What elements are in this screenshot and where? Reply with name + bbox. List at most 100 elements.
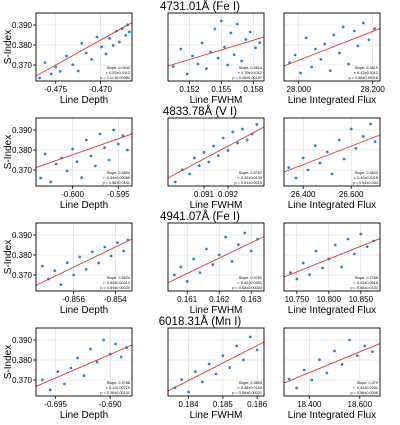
fit-stats-text: Slope: 0.3786 (107, 381, 130, 385)
data-point (221, 354, 225, 357)
data-point (124, 34, 128, 37)
data-point (43, 61, 47, 64)
fit-stats-text: Slope: 0.3780 (239, 276, 262, 280)
data-point (314, 47, 317, 51)
data-point (255, 123, 259, 126)
data-point (80, 42, 84, 45)
data-point (207, 160, 211, 164)
fit-stats-text: Slope: 0.3768 (355, 276, 378, 280)
data-point (173, 180, 177, 184)
data-point (188, 172, 192, 176)
data-point (179, 47, 183, 51)
y-tick-label: 0.380 (12, 356, 33, 365)
data-point (294, 176, 298, 180)
data-point (207, 362, 211, 366)
data-point (54, 162, 58, 166)
fit-stats-text: r: 0.48±0.0153 (238, 386, 262, 390)
data-point (95, 35, 99, 39)
plot-frame (35, 327, 133, 397)
data-point (347, 62, 350, 66)
fit-stats-text: r: 0.44±0.0252 (354, 386, 378, 390)
y-axis-label: S-Index (3, 30, 14, 64)
data-point (342, 157, 346, 161)
regression-line (283, 28, 381, 67)
x-tick-label: 28.000 (287, 85, 312, 94)
row-title: 4731.01Å (Fe I) (160, 0, 240, 13)
data-point (109, 254, 113, 258)
fit-stats-text: p = 0.1×10.00384 (100, 76, 130, 80)
fit-stats-text: r: 0.1x0.00720 (106, 386, 130, 390)
x-tick-label: -0.695 (44, 400, 67, 409)
regression-line (35, 238, 133, 286)
data-point (116, 142, 120, 146)
data-point (340, 363, 344, 366)
data-point (90, 250, 94, 254)
x-tick-label: 26.400 (291, 190, 316, 199)
x-axis-label: Line Integrated Flux (288, 200, 376, 211)
data-point (325, 371, 329, 375)
data-point (43, 152, 47, 156)
data-point (111, 44, 115, 47)
data-point (63, 382, 66, 386)
data-point (65, 261, 69, 264)
data-point (104, 52, 108, 56)
data-point (78, 255, 82, 259)
y-axis-label: S-Index (3, 135, 14, 169)
scatter-panel: 0.370 0.380 0.390 -0.856 -0.854 Slope: 0.3624… (12, 222, 133, 316)
data-point (354, 147, 358, 150)
data-point (119, 355, 123, 359)
data-point (295, 386, 298, 390)
data-point (118, 40, 121, 44)
x-axis-label: Line Integrated Flux (288, 95, 376, 106)
data-point (349, 127, 353, 131)
regression-line (167, 36, 265, 67)
x-axis-label: Line Depth (60, 200, 108, 211)
y-axis-label: S-Index (3, 240, 14, 274)
fit-stats-text: r: 0.43±0.0018 (354, 281, 378, 285)
data-point (301, 261, 305, 265)
fit-stats-text: p = 0.58±0.00118 (349, 76, 378, 80)
y-tick-label: 0.370 (12, 166, 33, 175)
data-point (49, 72, 53, 76)
y-tick-label: 0.380 (12, 41, 33, 50)
data-point (122, 249, 126, 253)
plot-frame (167, 327, 265, 397)
plot-area (36, 13, 132, 81)
plot-area (284, 223, 380, 291)
data-point (219, 19, 223, 23)
data-point (249, 249, 253, 253)
data-point (369, 122, 372, 126)
data-point (65, 54, 68, 58)
data-point (340, 265, 343, 269)
data-point (205, 247, 208, 251)
data-point (255, 348, 259, 352)
fit-stats-text: r: 0.52±0.0112 (106, 71, 130, 75)
fit-stats-text: p = 0.58±0.00021 (232, 391, 262, 395)
x-tick-label: 0.091 (194, 190, 215, 199)
x-tick-label: 0.152 (179, 85, 200, 94)
scatter-panel: 0.370 0.380 0.390 -0.695 -0.690 Slope: 0.3786… (12, 327, 133, 421)
data-point (346, 237, 350, 241)
plot-frame (35, 12, 133, 82)
y-tick-label: 0.380 (12, 146, 33, 155)
x-tick-label: -0.595 (107, 190, 130, 199)
fit-stats-text: Slope: 0.3814 (239, 66, 262, 70)
plot-area (284, 328, 380, 396)
data-point (173, 273, 176, 277)
data-point (200, 41, 204, 45)
data-point (306, 168, 310, 172)
x-tick-label: 10.850 (349, 295, 374, 304)
data-point (94, 164, 97, 168)
fit-stats-text: r: 0.42±0.0112 (354, 71, 378, 75)
data-point (82, 374, 86, 377)
data-point (235, 344, 239, 348)
data-point (194, 370, 197, 373)
y-tick-label: 0.370 (12, 271, 33, 280)
data-point (76, 356, 79, 360)
fit-stats-text: r: 0.40±0.0116 (354, 176, 378, 180)
fit-stats-text: p = 0.58±0.0006 (350, 391, 378, 395)
data-point (127, 30, 131, 34)
plot-frame (35, 117, 133, 187)
